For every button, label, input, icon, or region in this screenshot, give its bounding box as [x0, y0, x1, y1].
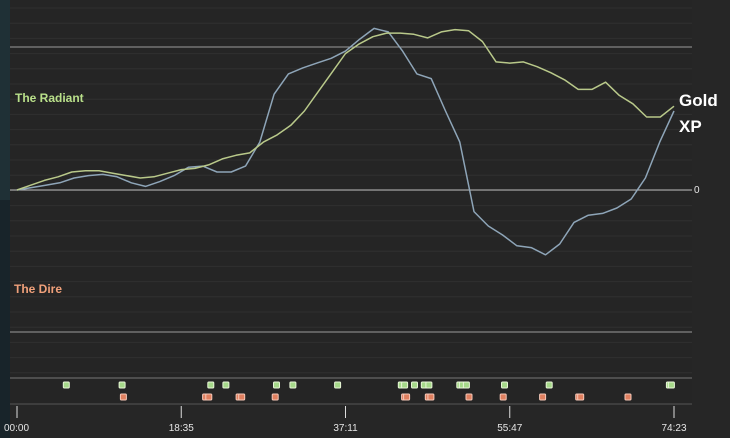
x-tick-label: 18:35 [169, 423, 194, 434]
radiant-event-marker[interactable] [289, 381, 297, 389]
radiant-event-marker[interactable] [62, 381, 70, 389]
xp-series-line [16, 27, 675, 256]
dire-label: The Dire [14, 282, 62, 296]
dire-event-marker[interactable] [271, 393, 279, 401]
x-tick-label: 74:23 [661, 423, 686, 434]
gold-series-label: Gold [679, 91, 718, 110]
radiant-event-marker[interactable] [207, 381, 215, 389]
dire-event-marker[interactable] [427, 393, 435, 401]
dire-event-marker[interactable] [119, 393, 127, 401]
radiant-event-marker[interactable] [501, 381, 508, 389]
dire-event-marker[interactable] [403, 393, 411, 401]
dire-event-marker[interactable] [539, 393, 547, 401]
x-axis: 00:00 18:35 37:11 55:47 74:23 [4, 406, 687, 434]
left-background-shade [0, 200, 10, 438]
gold-series-line [16, 28, 675, 191]
dire-event-marker[interactable] [465, 393, 473, 401]
radiant-event-marker[interactable] [425, 381, 433, 389]
dire-event-marker[interactable] [499, 393, 507, 401]
radiant-event-marker[interactable] [411, 381, 418, 389]
x-tick-label: 00:00 [4, 423, 29, 434]
series-layer [16, 27, 675, 256]
plot-area [10, 0, 692, 404]
event-markers [62, 381, 675, 401]
radiant-event-marker[interactable] [401, 381, 409, 389]
xp-series-label: XP [679, 117, 702, 136]
radiant-label: The Radiant [15, 91, 84, 105]
x-tick-label: 55:47 [497, 423, 522, 434]
dire-event-marker[interactable] [205, 393, 213, 401]
dire-event-marker[interactable] [577, 393, 585, 401]
radiant-event-marker[interactable] [222, 381, 230, 389]
radiant-event-marker[interactable] [545, 381, 553, 389]
radiant-event-marker[interactable] [118, 381, 126, 389]
radiant-event-marker[interactable] [462, 381, 470, 389]
radiant-event-marker[interactable] [667, 381, 675, 389]
zero-tick-label: 0 [694, 185, 700, 196]
dire-event-marker[interactable] [624, 393, 632, 401]
radiant-event-marker[interactable] [273, 381, 280, 389]
x-tick-label: 37:11 [333, 423, 358, 434]
radiant-event-marker[interactable] [334, 381, 342, 389]
dire-event-marker[interactable] [238, 393, 246, 401]
